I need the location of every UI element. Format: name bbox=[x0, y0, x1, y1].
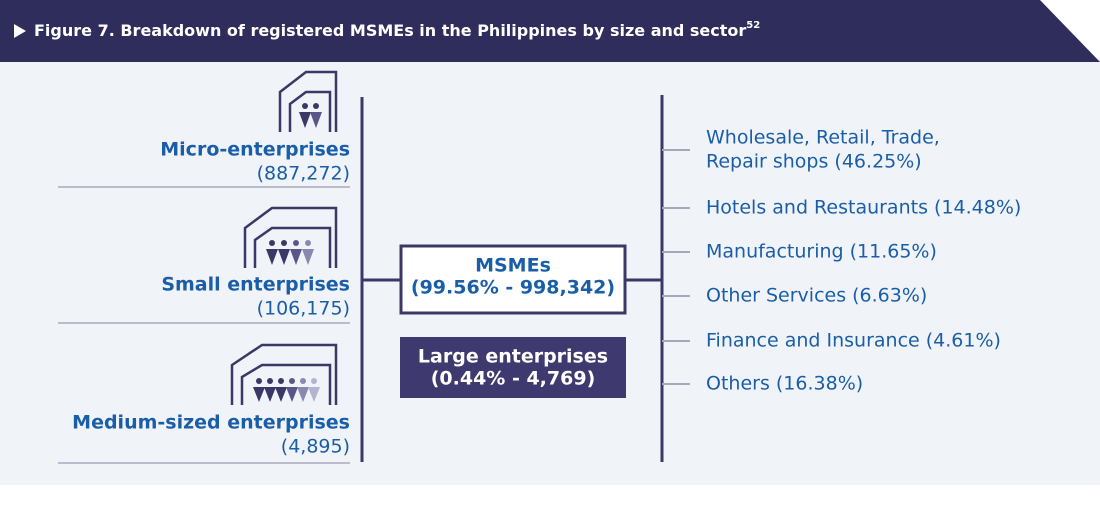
size-name: Medium-sized enterprises bbox=[72, 412, 350, 434]
header-arrow bbox=[14, 24, 26, 38]
sector-label: Others (16.38%) bbox=[706, 373, 863, 395]
large-label: Large enterprises bbox=[418, 346, 608, 368]
size-count: (4,895) bbox=[281, 436, 350, 458]
size-count: (106,175) bbox=[257, 298, 350, 320]
micro-icon bbox=[278, 70, 338, 132]
sector-label: Finance and Insurance (4.61%) bbox=[706, 330, 1001, 352]
small-icon bbox=[243, 206, 338, 268]
sector-label: Manufacturing (11.65%) bbox=[706, 241, 937, 263]
size-count: (887,272) bbox=[257, 163, 350, 185]
medium-icon bbox=[230, 343, 338, 405]
size-name: Micro-enterprises bbox=[160, 139, 350, 161]
sector-label: Repair shops (46.25%) bbox=[706, 151, 922, 173]
large-box bbox=[400, 337, 626, 398]
sector-label: Hotels and Restaurants (14.48%) bbox=[706, 197, 1021, 219]
msme-detail: (99.56% - 998,342) bbox=[411, 277, 615, 299]
sector-label: Other Services (6.63%) bbox=[706, 285, 927, 307]
sector-list: Wholesale, Retail, Trade,Repair shops (4… bbox=[662, 127, 1021, 395]
size-name: Small enterprises bbox=[161, 274, 350, 296]
header-title: Figure 7. Breakdown of registered MSMEs … bbox=[34, 20, 760, 40]
msme-label: MSMEs bbox=[475, 255, 551, 277]
large-detail: (0.44% - 4,769) bbox=[431, 368, 596, 390]
header-band bbox=[0, 0, 1100, 62]
sector-label: Wholesale, Retail, Trade, bbox=[706, 127, 940, 149]
msme-box bbox=[399, 244, 627, 315]
